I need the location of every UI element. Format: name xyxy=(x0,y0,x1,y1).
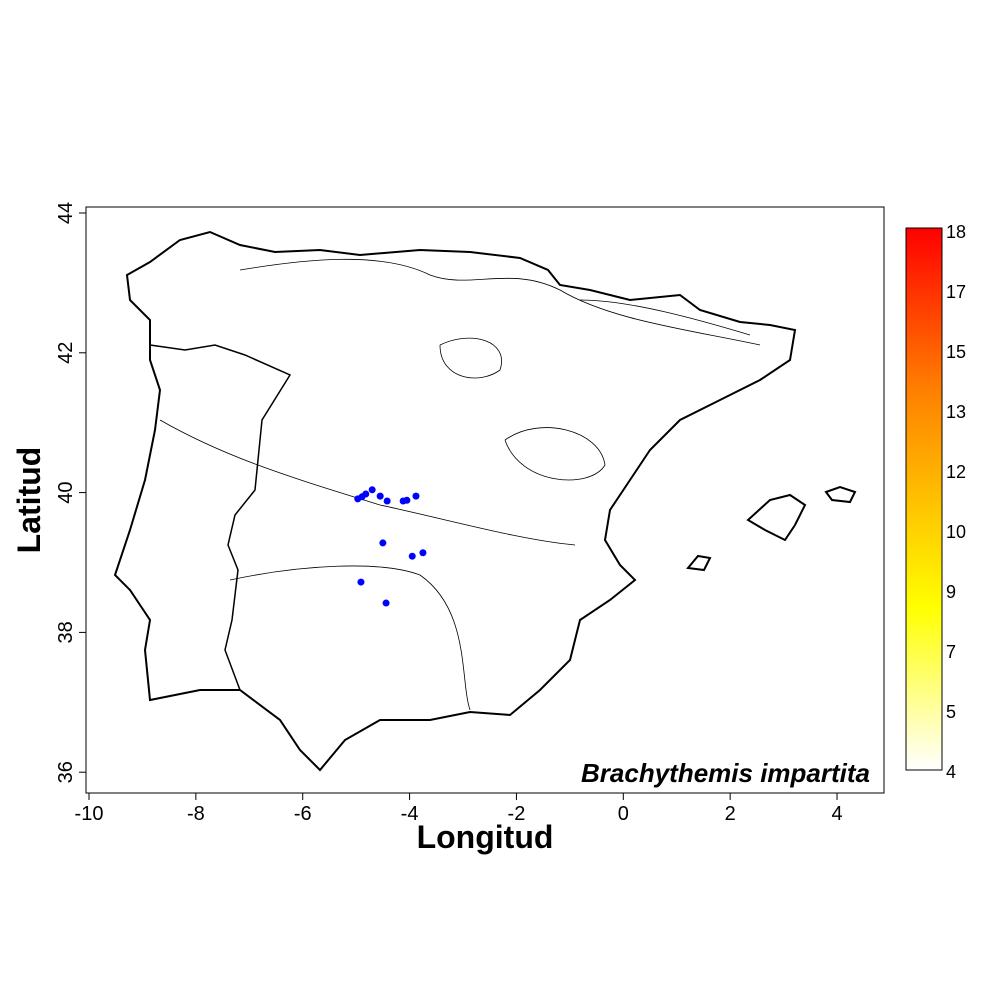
legend-tick-label: 4 xyxy=(946,762,956,782)
occurrence-point xyxy=(408,552,416,560)
color-legend-bar xyxy=(905,227,943,771)
occurrence-point xyxy=(357,578,365,586)
legend-tick-label: 12 xyxy=(946,462,966,482)
species-label: Brachythemis impartita xyxy=(581,758,870,788)
occurrence-point xyxy=(376,492,384,500)
occurrence-point xyxy=(368,486,376,494)
legend-tick-label: 9 xyxy=(946,582,956,602)
portugal-border xyxy=(149,344,292,691)
occurrence-point xyxy=(403,496,411,504)
legend-tick-label: 18 xyxy=(946,222,966,242)
occurrence-points xyxy=(354,486,427,607)
temperature-field xyxy=(80,200,880,800)
x-tick-label: -4 xyxy=(401,803,419,825)
legend-tick-label: 13 xyxy=(946,402,966,422)
x-axis: -10 -8 -6 -4 -2 0 2 4 xyxy=(75,792,843,825)
occurrence-point xyxy=(379,539,387,547)
x-tick-label: -8 xyxy=(187,803,205,825)
y-axis-label: Latitud xyxy=(11,447,47,554)
y-tick-label: 36 xyxy=(55,761,77,783)
coastline xyxy=(113,230,857,772)
x-axis-label: Longitud xyxy=(417,819,554,855)
occurrence-point xyxy=(412,492,420,500)
y-tick-label: 42 xyxy=(55,342,77,364)
x-tick-label: 4 xyxy=(831,803,842,825)
y-tick-label: 44 xyxy=(55,202,77,224)
x-tick-label: 0 xyxy=(618,803,629,825)
occurrence-point xyxy=(362,490,370,498)
contour-lines xyxy=(159,258,761,711)
legend-tick-label: 17 xyxy=(946,282,966,302)
island-outline xyxy=(824,485,857,504)
y-tick-label: 40 xyxy=(55,481,77,503)
occurrence-point xyxy=(383,497,391,505)
x-tick-label: -2 xyxy=(508,803,526,825)
y-tick-label: 38 xyxy=(55,621,77,643)
color-legend-ticks: 18 17 15 13 12 10 9 7 5 4 xyxy=(946,222,966,782)
plot-frame xyxy=(85,206,885,794)
mainland-outline xyxy=(113,230,797,772)
island-outline xyxy=(686,554,712,572)
legend-tick-label: 10 xyxy=(946,522,966,542)
legend-tick-label: 5 xyxy=(946,702,956,722)
x-tick-label: 2 xyxy=(725,803,736,825)
island-outline xyxy=(746,493,807,542)
legend-tick-label: 15 xyxy=(946,342,966,362)
occurrence-point xyxy=(382,599,390,607)
legend-tick-label: 7 xyxy=(946,642,956,662)
x-tick-label: -6 xyxy=(294,803,312,825)
x-tick-label: -10 xyxy=(75,803,104,825)
occurrence-point xyxy=(419,549,427,557)
y-axis: 36 38 40 42 44 xyxy=(55,202,87,783)
